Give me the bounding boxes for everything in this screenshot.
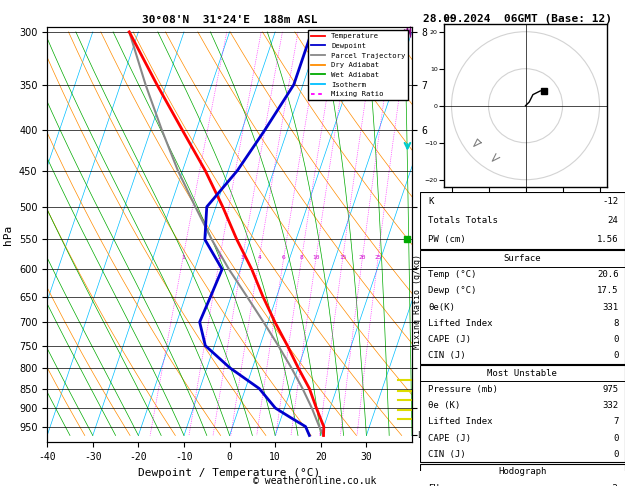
Legend: Temperature, Dewpoint, Parcel Trajectory, Dry Adiabat, Wet Adiabat, Isotherm, Mi: Temperature, Dewpoint, Parcel Trajectory…	[308, 30, 408, 100]
Text: kt: kt	[444, 15, 454, 24]
Text: 20.6: 20.6	[597, 270, 618, 279]
Text: θe (K): θe (K)	[428, 401, 460, 410]
Text: θe(K): θe(K)	[428, 303, 455, 312]
Text: © weatheronline.co.uk: © weatheronline.co.uk	[253, 475, 376, 486]
Y-axis label: hPa: hPa	[3, 225, 13, 244]
Bar	[420, 464, 625, 486]
Text: 6: 6	[282, 255, 286, 260]
Text: Lifted Index: Lifted Index	[428, 417, 493, 426]
Text: 28.09.2024  06GMT (Base: 12): 28.09.2024 06GMT (Base: 12)	[423, 14, 611, 24]
Text: 0: 0	[613, 351, 618, 360]
Text: 17.5: 17.5	[597, 286, 618, 295]
Text: 7: 7	[613, 417, 618, 426]
Text: -2: -2	[608, 484, 618, 486]
Text: 0: 0	[613, 335, 618, 344]
Text: 1.56: 1.56	[597, 235, 618, 244]
Text: K: K	[428, 197, 434, 206]
Y-axis label: km
ASL: km ASL	[438, 235, 456, 256]
Text: Temp (°C): Temp (°C)	[428, 270, 477, 279]
Text: Pressure (mb): Pressure (mb)	[428, 385, 498, 394]
Title: 30°08'N  31°24'E  188m ASL: 30°08'N 31°24'E 188m ASL	[142, 15, 318, 25]
Text: 25: 25	[374, 255, 382, 260]
Text: Hodograph: Hodograph	[498, 468, 547, 476]
Text: Dewp (°C): Dewp (°C)	[428, 286, 477, 295]
Text: 0: 0	[613, 434, 618, 443]
Text: 975: 975	[603, 385, 618, 394]
Text: EH: EH	[428, 484, 439, 486]
Text: 3: 3	[241, 255, 245, 260]
Text: 8: 8	[300, 255, 304, 260]
Text: 0: 0	[613, 450, 618, 459]
Text: -12: -12	[603, 197, 618, 206]
Bar	[420, 192, 625, 249]
Text: 4: 4	[257, 255, 261, 260]
Text: 20: 20	[359, 255, 366, 260]
Text: 332: 332	[603, 401, 618, 410]
Text: PW (cm): PW (cm)	[428, 235, 466, 244]
Text: Totals Totals: Totals Totals	[428, 216, 498, 225]
Text: CAPE (J): CAPE (J)	[428, 434, 471, 443]
Text: 331: 331	[603, 303, 618, 312]
Text: 1: 1	[181, 255, 185, 260]
Text: Mixing Ratio (g/kg): Mixing Ratio (g/kg)	[413, 254, 421, 349]
Text: CIN (J): CIN (J)	[428, 351, 466, 360]
Bar	[420, 250, 625, 364]
Text: 15: 15	[339, 255, 347, 260]
Text: 8: 8	[613, 319, 618, 328]
Text: Lifted Index: Lifted Index	[428, 319, 493, 328]
Text: 24: 24	[608, 216, 618, 225]
Text: Most Unstable: Most Unstable	[487, 369, 557, 378]
Text: CIN (J): CIN (J)	[428, 450, 466, 459]
Text: 2: 2	[218, 255, 221, 260]
X-axis label: Dewpoint / Temperature (°C): Dewpoint / Temperature (°C)	[138, 468, 321, 478]
Text: 10: 10	[312, 255, 320, 260]
Bar	[420, 365, 625, 463]
Text: Surface: Surface	[504, 254, 541, 263]
Text: LCL: LCL	[418, 431, 433, 440]
Text: CAPE (J): CAPE (J)	[428, 335, 471, 344]
